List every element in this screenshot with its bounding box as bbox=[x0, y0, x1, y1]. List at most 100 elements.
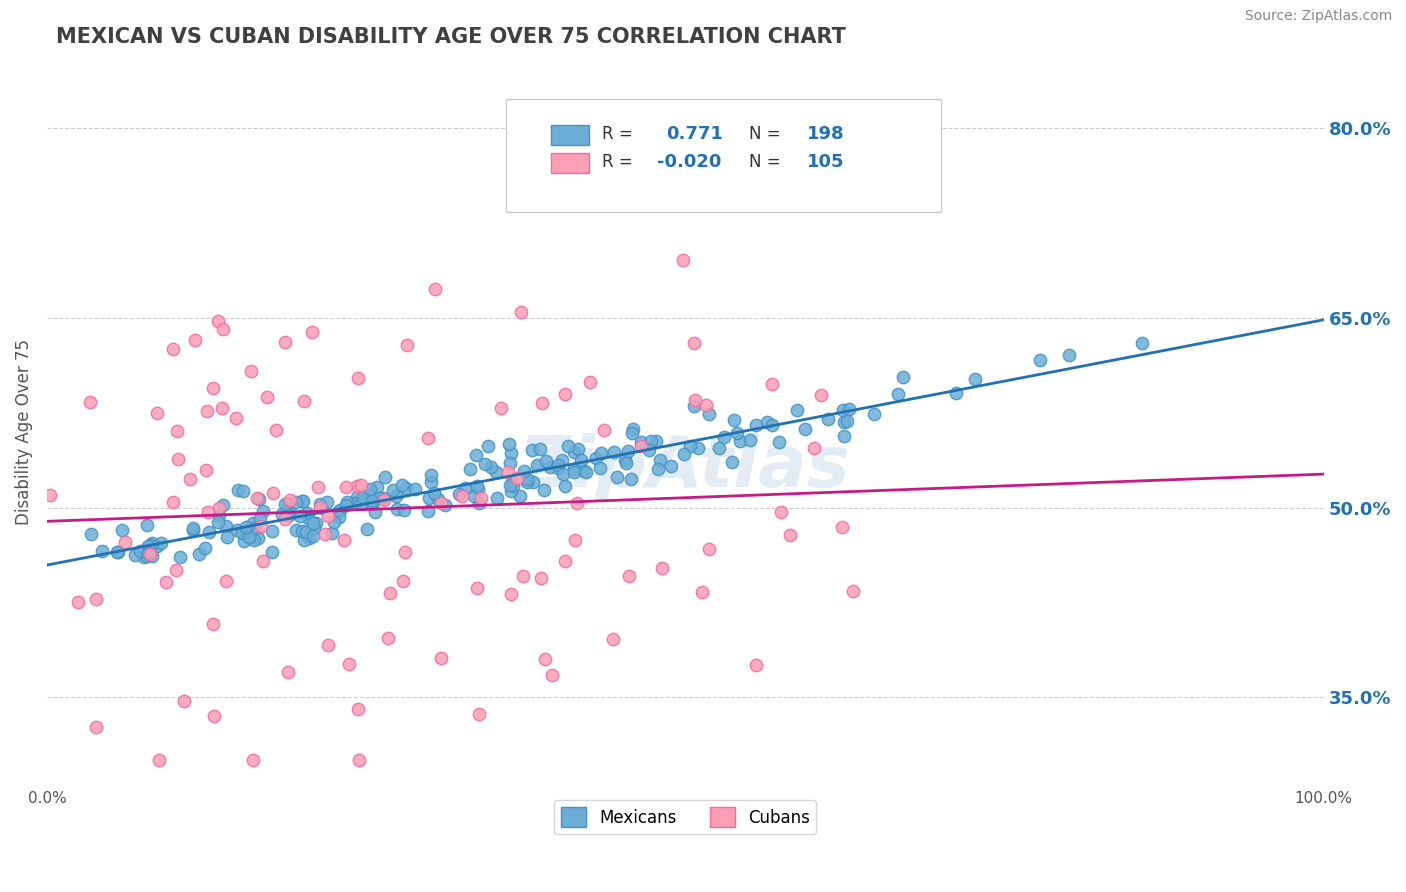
Mexicans bbox=[226, 523, 249, 537]
Cubans bbox=[761, 376, 783, 391]
Cubans bbox=[38, 488, 60, 502]
Mexicans bbox=[217, 529, 239, 543]
Cubans bbox=[619, 569, 641, 583]
Mexicans bbox=[621, 422, 644, 436]
Mexicans bbox=[169, 550, 191, 565]
Cubans bbox=[139, 547, 162, 561]
Mexicans bbox=[838, 402, 860, 417]
Mexicans bbox=[720, 455, 742, 469]
Mexicans bbox=[215, 519, 238, 533]
Cubans bbox=[225, 410, 247, 425]
Mexicans bbox=[302, 516, 325, 530]
Mexicans bbox=[350, 496, 373, 510]
Mexicans bbox=[499, 477, 522, 491]
Mexicans bbox=[356, 522, 378, 536]
Cubans bbox=[683, 335, 706, 350]
Mexicans bbox=[499, 484, 522, 499]
Mexicans bbox=[835, 414, 858, 428]
Mexicans bbox=[832, 402, 855, 417]
Cubans bbox=[779, 528, 801, 542]
Mexicans bbox=[526, 458, 548, 473]
Mexicans bbox=[569, 453, 592, 467]
Cubans bbox=[250, 518, 273, 533]
Mexicans bbox=[392, 503, 415, 517]
Mexicans bbox=[344, 496, 367, 510]
Cubans bbox=[67, 595, 90, 609]
Mexicans bbox=[381, 483, 404, 497]
Mexicans bbox=[194, 541, 217, 555]
Mexicans bbox=[474, 457, 496, 471]
Mexicans bbox=[786, 402, 808, 417]
Text: 0.771: 0.771 bbox=[666, 125, 723, 143]
Mexicans bbox=[211, 498, 233, 512]
Mexicans bbox=[707, 442, 730, 456]
Cubans bbox=[554, 387, 576, 401]
Mexicans bbox=[285, 523, 308, 537]
Mexicans bbox=[328, 504, 350, 518]
Cubans bbox=[197, 505, 219, 519]
Mexicans bbox=[620, 426, 643, 441]
Mexicans bbox=[141, 536, 163, 550]
Text: 105: 105 bbox=[807, 153, 844, 171]
Mexicans bbox=[485, 466, 508, 480]
Mexicans bbox=[832, 415, 855, 429]
Mexicans bbox=[243, 533, 266, 547]
Cubans bbox=[831, 520, 853, 534]
Mexicans bbox=[659, 459, 682, 474]
Mexicans bbox=[486, 491, 509, 505]
Mexicans bbox=[522, 475, 544, 489]
Cubans bbox=[512, 568, 534, 582]
Mexicans bbox=[309, 497, 332, 511]
Mexicans bbox=[208, 508, 231, 523]
Mexicans bbox=[385, 489, 408, 503]
Cubans bbox=[690, 584, 713, 599]
Mexicans bbox=[538, 460, 561, 475]
Mexicans bbox=[1130, 336, 1153, 351]
Cubans bbox=[373, 493, 395, 508]
Mexicans bbox=[278, 508, 301, 522]
Mexicans bbox=[316, 495, 339, 509]
Mexicans bbox=[328, 510, 350, 524]
Cubans bbox=[212, 322, 235, 336]
Cubans bbox=[347, 702, 370, 716]
Cubans bbox=[346, 479, 368, 493]
Cubans bbox=[346, 371, 368, 385]
Cubans bbox=[201, 380, 224, 394]
Cubans bbox=[274, 512, 297, 526]
Mexicans bbox=[420, 468, 443, 483]
Mexicans bbox=[346, 491, 368, 505]
Text: N =: N = bbox=[749, 125, 780, 143]
Cubans bbox=[166, 425, 188, 439]
Mexicans bbox=[302, 529, 325, 543]
Mexicans bbox=[238, 529, 260, 543]
Cubans bbox=[380, 586, 402, 600]
Mexicans bbox=[136, 546, 159, 560]
Cubans bbox=[273, 334, 295, 349]
Mexicans bbox=[516, 472, 538, 486]
Mexicans bbox=[124, 549, 146, 563]
Mexicans bbox=[547, 460, 569, 475]
Mexicans bbox=[574, 464, 596, 478]
Mexicans bbox=[817, 411, 839, 425]
Cubans bbox=[179, 472, 201, 486]
Text: R =: R = bbox=[602, 153, 633, 171]
Mexicans bbox=[295, 524, 318, 539]
Mexicans bbox=[1028, 353, 1050, 368]
Mexicans bbox=[963, 372, 986, 386]
Cubans bbox=[277, 665, 299, 679]
Mexicans bbox=[477, 439, 499, 453]
Cubans bbox=[530, 396, 553, 410]
Mexicans bbox=[458, 461, 481, 475]
Mexicans bbox=[1059, 348, 1081, 362]
Mexicans bbox=[630, 435, 652, 450]
Cubans bbox=[84, 591, 107, 606]
Cubans bbox=[252, 554, 274, 568]
Cubans bbox=[195, 404, 218, 418]
Mexicans bbox=[616, 443, 638, 458]
Mexicans bbox=[368, 491, 391, 505]
Cubans bbox=[510, 305, 533, 319]
Cubans bbox=[810, 388, 832, 402]
Legend: Mexicans, Cubans: Mexicans, Cubans bbox=[554, 800, 817, 834]
Mexicans bbox=[323, 515, 346, 529]
Mexicans bbox=[551, 467, 574, 481]
